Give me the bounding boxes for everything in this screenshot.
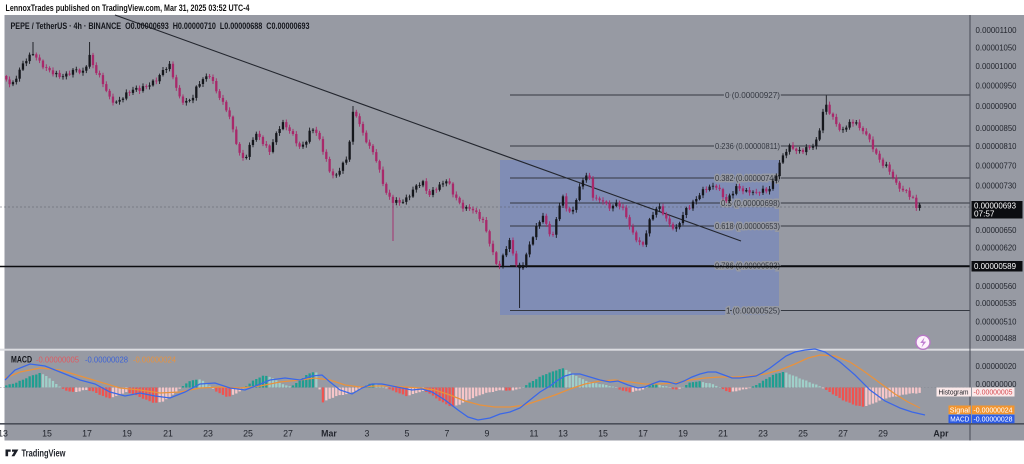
svg-text:0.00000535: 0.00000535: [976, 298, 1017, 308]
svg-text:-0.00000005: -0.00000005: [36, 355, 79, 365]
svg-text:27: 27: [283, 429, 293, 439]
svg-text:0.00001050: 0.00001050: [976, 43, 1017, 53]
svg-text:0.786 (0.00000593): 0.786 (0.00000593): [715, 261, 780, 271]
svg-text:Apr: Apr: [933, 429, 949, 439]
svg-text:PEPE / TetherUS · 4h · BINANCE: PEPE / TetherUS · 4h · BINANCE O0.000006…: [11, 20, 310, 31]
svg-text:0.00000693: 0.00000693: [974, 201, 1016, 211]
svg-text:0.00000770: 0.00000770: [976, 160, 1017, 170]
svg-text:-0.00000024: -0.00000024: [974, 405, 1013, 414]
svg-text:0.00000730: 0.00000730: [976, 180, 1017, 190]
svg-text:5: 5: [405, 429, 410, 439]
svg-text:1 (0.00000525): 1 (0.00000525): [726, 306, 780, 316]
svg-text:11: 11: [529, 429, 538, 439]
svg-text:0.00000020: 0.00000020: [976, 361, 1017, 371]
svg-text:0.5 (0.00000698): 0.5 (0.00000698): [721, 198, 780, 208]
svg-text:-0.00000028: -0.00000028: [974, 415, 1013, 424]
svg-text:0.618 (0.00000653): 0.618 (0.00000653): [715, 221, 780, 231]
svg-text:29: 29: [878, 429, 888, 439]
svg-text:TradingView: TradingView: [22, 448, 67, 460]
svg-text:0.00000850: 0.00000850: [976, 123, 1017, 133]
svg-text:Signal: Signal: [950, 405, 970, 414]
svg-text:23: 23: [758, 429, 768, 439]
svg-text:0.00000810: 0.00000810: [976, 141, 1017, 151]
svg-text:Mar: Mar: [321, 429, 337, 439]
svg-text:Histogram: Histogram: [939, 388, 969, 397]
svg-text:7: 7: [445, 429, 450, 439]
svg-text:0.00000560: 0.00000560: [976, 281, 1017, 291]
svg-text:0.00000650: 0.00000650: [976, 225, 1017, 235]
svg-text:0.00000620: 0.00000620: [976, 243, 1017, 253]
svg-text:0.00001100: 0.00001100: [976, 25, 1017, 35]
svg-text:17: 17: [638, 429, 648, 439]
svg-text:13: 13: [0, 429, 8, 439]
svg-text:3: 3: [365, 429, 370, 439]
svg-text:19: 19: [678, 429, 688, 439]
svg-text:-0.00000028: -0.00000028: [85, 355, 128, 365]
svg-text:0.00001000: 0.00001000: [976, 61, 1017, 71]
svg-text:27: 27: [838, 429, 848, 439]
svg-text:MACD: MACD: [950, 415, 969, 424]
svg-text:13: 13: [558, 429, 568, 439]
svg-text:0 (0.00000927): 0 (0.00000927): [725, 90, 780, 100]
svg-text:0.236 (0.00000811): 0.236 (0.00000811): [715, 141, 780, 151]
svg-text:-0.00000024: -0.00000024: [133, 355, 176, 365]
svg-text:9: 9: [485, 429, 490, 439]
svg-text:0.00000950: 0.00000950: [976, 81, 1017, 91]
svg-text:MACD: MACD: [11, 355, 32, 365]
svg-text:-0.00000005: -0.00000005: [974, 388, 1013, 397]
svg-text:07:57: 07:57: [974, 209, 995, 218]
svg-text:0.00000488: 0.00000488: [976, 333, 1017, 343]
svg-text:0.00000510: 0.00000510: [976, 316, 1017, 326]
svg-text:15: 15: [42, 429, 52, 439]
svg-text:25: 25: [243, 429, 253, 439]
svg-text:0.00000589: 0.00000589: [974, 261, 1016, 271]
svg-text:0.00000000: 0.00000000: [976, 379, 1017, 389]
svg-text:21: 21: [718, 429, 728, 439]
svg-text:0.00000900: 0.00000900: [976, 101, 1017, 111]
svg-text:25: 25: [798, 429, 808, 439]
svg-text:15: 15: [598, 429, 608, 439]
svg-text:LennoxTrades published on Trad: LennoxTrades published on TradingView.co…: [6, 2, 251, 13]
svg-text:19: 19: [122, 429, 132, 439]
svg-text:0.382 (0.00000746): 0.382 (0.00000746): [715, 173, 780, 183]
svg-text:17: 17: [82, 429, 92, 439]
svg-text:21: 21: [163, 429, 173, 439]
svg-text:23: 23: [203, 429, 213, 439]
